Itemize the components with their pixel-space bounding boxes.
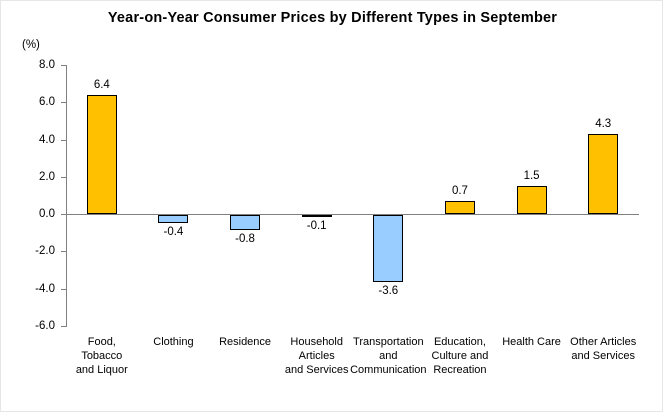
- zero-baseline: [66, 214, 639, 215]
- y-axis-tick-label: 2.0: [39, 170, 55, 183]
- category-label-line: and Liquor: [75, 364, 128, 376]
- y-axis-tick-label: -4.0: [35, 282, 55, 295]
- category-label-line: Tobacco: [81, 350, 123, 362]
- y-axis-tick-label: -2.0: [35, 245, 55, 258]
- bar-value-label: 4.3: [595, 117, 612, 130]
- bar-value-label: -0.8: [235, 233, 255, 246]
- category-label-line: Transportation: [353, 336, 424, 348]
- y-axis-tick: [61, 214, 66, 216]
- bar-value-label: 6.4: [93, 78, 110, 91]
- bar-value-label: -0.4: [163, 225, 184, 238]
- y-axis-tick: [61, 102, 66, 104]
- category-label-line: Health Care: [502, 336, 561, 348]
- bar: [516, 186, 547, 215]
- y-axis-tick: [61, 326, 66, 327]
- y-axis-tick-label: -6.0: [35, 320, 55, 332]
- y-axis-tick: [61, 251, 66, 253]
- category-label-line: Clothing: [153, 336, 194, 348]
- bar-value-label: 1.5: [523, 170, 540, 183]
- category-label: Residence: [205, 335, 285, 349]
- chart-title: Year-on-Year Consumer Prices by Differen…: [107, 10, 558, 26]
- bar-value-label: -3.6: [378, 285, 399, 298]
- category-label-line: Articles: [298, 350, 335, 362]
- category-label-line: Other Articles: [570, 336, 637, 348]
- category-label-line: Household: [290, 336, 343, 348]
- bar-value-label: -0.1: [306, 220, 327, 233]
- y-axis-line: [66, 65, 67, 327]
- category-label: Education, Culture and Recreation: [420, 335, 500, 377]
- category-label-line: Education,: [433, 336, 486, 348]
- y-axis-tick-label: 8.0: [39, 59, 55, 71]
- bar: [444, 201, 475, 215]
- category-label: Other Articles and Services: [563, 335, 643, 363]
- category-label: Health Care: [492, 335, 572, 349]
- category-label-line: and Services: [571, 350, 635, 362]
- category-label-line: Recreation: [433, 364, 487, 376]
- category-label: Transportation and Communication: [349, 335, 429, 377]
- y-axis-tick: [61, 139, 66, 141]
- y-axis-unit-label: (%): [22, 39, 40, 51]
- category-label-line: Culture and: [431, 350, 489, 362]
- bar: [158, 215, 189, 223]
- category-label-line: Food,: [87, 336, 116, 348]
- bar: [301, 215, 332, 218]
- category-label: Food, Tobacco and Liquor: [62, 335, 142, 377]
- bar: [588, 133, 619, 215]
- category-label-line: Communication: [350, 364, 427, 376]
- bar: [373, 215, 404, 283]
- category-label-line: Residence: [219, 336, 272, 348]
- y-axis-tick-label: 0.0: [39, 208, 55, 221]
- category-label: Household Articles and Services: [277, 335, 357, 377]
- bar: [86, 94, 117, 215]
- category-label-line: and: [379, 350, 398, 362]
- y-axis-tick: [61, 65, 66, 66]
- y-axis-tick: [61, 288, 66, 290]
- y-axis-tick: [61, 176, 66, 178]
- bar-value-label: 0.7: [451, 185, 468, 198]
- bar: [230, 215, 261, 231]
- category-label-line: and Services: [284, 364, 349, 376]
- y-axis-tick-label: 6.0: [39, 96, 55, 109]
- y-axis-tick-label: 4.0: [39, 133, 55, 146]
- category-label: Clothing: [134, 335, 214, 349]
